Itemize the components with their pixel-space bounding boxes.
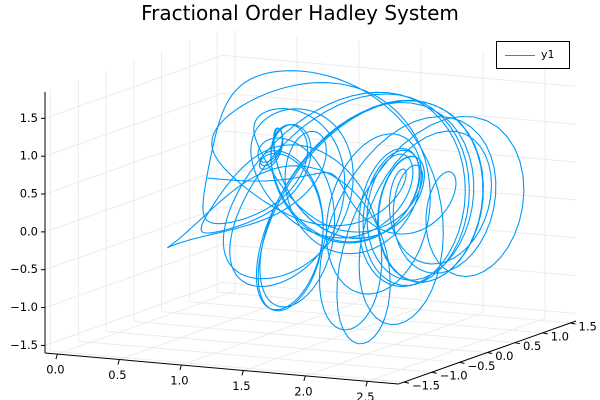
z-tick-label: −1.5	[10, 338, 38, 352]
y-tick-label: 1.0	[551, 329, 569, 343]
grid-line	[44, 54, 223, 119]
x-tick-labels: 0.0 0.5 1.0 1.5 2.0 2.5	[46, 363, 374, 400]
x-tick-mark	[179, 364, 182, 371]
z-tick-label: 0.5	[20, 187, 38, 201]
grid-line	[78, 340, 432, 373]
x-tick-mark	[365, 381, 368, 387]
grid-line	[222, 92, 577, 125]
grid-line	[133, 321, 488, 353]
x-tick-label: 1.0	[170, 374, 188, 388]
y-tick-labels: −1.5−1.0−0.50.0 0.5 1.0 1.5	[412, 320, 597, 393]
grid-line	[44, 244, 223, 308]
grid-line	[44, 130, 223, 195]
y-tick-mark	[487, 352, 493, 355]
z-tick-label: −1.0	[10, 300, 38, 314]
grid-line	[222, 168, 577, 201]
grid-line	[217, 291, 571, 324]
axis-lines	[41, 91, 577, 387]
grid-line	[222, 281, 577, 314]
y-tick-label: 0.0	[495, 349, 513, 363]
x-tick-label: 1.5	[232, 379, 250, 393]
y-tick-label: 0.5	[523, 339, 541, 353]
y-tick-label: −1.5	[412, 379, 440, 393]
grid-line	[161, 311, 515, 344]
y-tick-mark	[570, 322, 576, 325]
y-tick-mark	[431, 371, 437, 374]
y-tick-mark	[514, 342, 521, 345]
series-line-y1	[167, 70, 525, 345]
x-tick-label: 2.0	[294, 384, 312, 398]
grid-line	[44, 168, 223, 233]
legend: y1	[496, 41, 570, 69]
legend-line-y1	[505, 55, 535, 56]
y-tick-label: 1.5	[579, 320, 597, 334]
x-tick-label: 0.5	[108, 368, 126, 382]
grid-line	[44, 206, 223, 271]
y-tick-mark	[403, 381, 410, 384]
y-axis-line	[398, 320, 577, 385]
trajectory-series	[167, 70, 525, 345]
z-tick-labels: −1.5 −1.0 −0.5 0.0 0.5 1.0 1.5	[10, 111, 38, 352]
chart-title: Fractional Order Hadley System	[141, 1, 459, 25]
y-tick-mark	[459, 361, 465, 364]
x-tick-mark	[117, 359, 120, 365]
z-tick-label: 0.0	[20, 224, 38, 238]
x-tick-mark	[55, 353, 58, 360]
x-tick-mark	[241, 370, 244, 376]
x-tick-label: 0.0	[46, 363, 64, 377]
grid-line	[222, 244, 577, 276]
z-tick-label: 1.5	[20, 111, 38, 125]
x-tick-label: 2.5	[356, 390, 374, 400]
grid-line	[44, 92, 223, 157]
z-tick-label: −0.5	[10, 262, 38, 276]
x-tick-mark	[303, 375, 306, 382]
y-tick-mark	[542, 332, 548, 335]
grid-line	[50, 350, 404, 383]
grid-line	[106, 330, 460, 363]
grid-line	[44, 282, 223, 346]
grid-line	[222, 54, 577, 87]
z-tick-label: 1.0	[20, 149, 38, 163]
legend-label-y1: y1	[541, 48, 555, 61]
y-tick-label: −0.5	[468, 359, 496, 373]
x-axis-line	[44, 352, 399, 385]
y-tick-label: −1.0	[440, 369, 468, 383]
